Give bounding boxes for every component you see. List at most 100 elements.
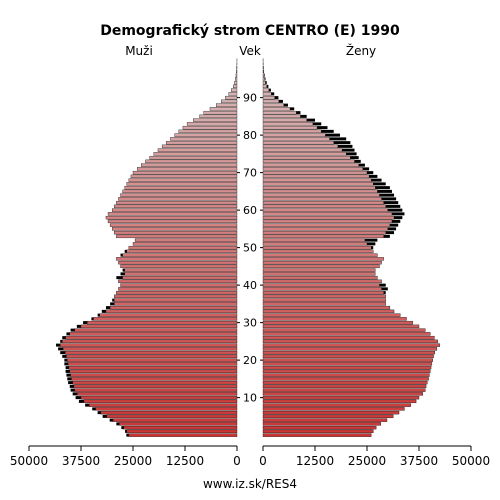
female-excess-bar [321,129,334,133]
source-credit: www.iz.sk/RES4 [203,477,297,491]
female-excess-bar [385,231,395,235]
female-bar [262,332,431,336]
female-bar [262,234,384,239]
male-bar [105,215,238,220]
female-bar [262,388,426,392]
female-excess-bar [265,81,267,85]
female-bar [262,287,382,291]
male-excess-bar [97,313,100,317]
female-excess-bar [264,73,265,77]
male-excess-bar [76,324,81,328]
female-excess-bar [358,163,365,167]
male-bar [93,317,238,321]
female-bar [262,230,386,235]
female-bar [262,245,372,250]
male-excess-bar [65,366,69,370]
age-tick-label: 10 [243,392,257,405]
male-excess-bar [101,309,106,313]
female-bar [262,137,330,141]
male-bar [161,144,238,149]
x-tick-label: 37500 [400,454,438,468]
female-bar [262,260,382,265]
female-bar [262,407,405,411]
female-excess-bar [278,99,283,103]
male-bar [107,219,238,224]
female-excess-bar [266,84,269,88]
female-bar [262,163,359,167]
male-bar [170,137,238,141]
female-bar [262,290,384,295]
female-excess-bar [377,189,392,193]
female-excess-bar [373,182,386,186]
male-bar [124,185,238,190]
female-bar [262,328,426,332]
male-bar [73,384,238,389]
male-bar [69,369,238,374]
male-excess-bar [62,354,67,358]
female-bar [262,155,351,160]
female-bar [262,279,382,284]
male-bar [231,88,238,92]
male-bar [199,114,238,119]
male-excess-bar [126,433,129,437]
male-bar [221,99,238,104]
female-bar [262,84,267,89]
male-bar [114,298,238,302]
male-excess-bar [75,396,81,400]
male-bar [83,399,238,404]
male-bar [65,335,238,340]
female-excess-bar [391,219,401,223]
female-bar [262,129,322,134]
x-tick-label: 50000 [10,454,48,468]
female-bar [262,208,388,212]
female-excess-bar [362,167,370,171]
male-bar [77,392,238,396]
male-bar [100,410,238,415]
male-bar [153,152,238,156]
female-excess-bar [387,227,397,231]
female-bars [262,58,440,437]
x-tick-label: 50000 [452,454,490,468]
male-excess-bar [56,343,61,347]
female-bar [262,429,374,434]
female-bar [262,197,382,201]
x-axis-females: 0 12500 25000 37500 50000 [259,445,490,468]
male-bar [72,380,238,385]
female-bar [262,339,438,344]
female-bar [262,358,433,362]
female-bar [262,238,366,242]
age-tick-label: 80 [243,129,257,142]
male-bar [134,238,238,242]
female-excess-bar [296,111,301,115]
female-excess-bar [290,107,295,111]
female-excess-bar [383,234,390,238]
female-bar [262,77,265,81]
female-excess-bar [367,171,374,175]
female-bar [262,193,380,197]
female-bar [262,399,417,404]
male-bar [235,73,238,77]
male-bar [112,418,238,422]
male-bar [112,208,238,212]
age-axis: 10 20 30 40 50 60 70 80 90 [237,92,263,405]
male-bar [122,253,238,257]
male-bar [69,332,238,336]
male-bar [116,234,238,239]
male-excess-bar [91,317,94,321]
female-bar [262,189,378,194]
male-excess-bar [70,388,75,392]
male-bar [149,155,238,160]
male-excess-bar [70,328,75,332]
female-excess-bar [354,159,361,163]
female-bar [262,185,376,190]
male-excess-bar [58,347,64,351]
male-bar [128,433,238,437]
male-bar [132,170,238,175]
male-bar [186,122,238,126]
female-bar [262,362,433,366]
female-excess-bar [268,88,271,92]
female-excess-bar [394,216,403,220]
female-bar [262,80,266,85]
female-bar [262,380,428,385]
female-bar [262,174,370,179]
